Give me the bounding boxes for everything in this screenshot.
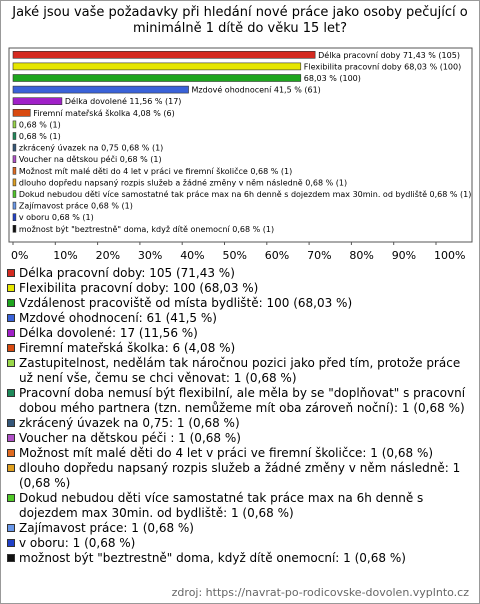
bar <box>12 97 63 105</box>
x-tick-label: 80% <box>349 249 373 262</box>
legend-swatch <box>7 554 15 562</box>
legend-label: Voucher na dětskou péči : 1 (0,68 %) <box>19 431 241 445</box>
value-label: dlouho dopředu napsaný rozpis služeb a ž… <box>19 177 347 187</box>
x-tick-label: 50% <box>223 249 247 262</box>
value-label: Voucher na dětskou péči 0,68 % (1) <box>19 154 162 164</box>
x-tick-label: 0% <box>11 249 28 262</box>
value-label: Délka dovolené 11,56 % (17) <box>65 96 182 106</box>
value-label: Zajímavost práce 0,68 % (1) <box>19 202 133 211</box>
legend-label: zkrácený úvazek na 0,75: 1 (0,68 %) <box>19 416 240 430</box>
legend-item: Délka dovolené: 17 (11,56 %) <box>7 326 473 341</box>
legend-item: Firemní mateřská školka: 6 (4,08 %) <box>7 341 473 356</box>
legend-item: Pracovní doba nemusí být flexibilní, ale… <box>7 386 473 416</box>
value-label: Firemní mateřská školka 4,08 % (6) <box>33 108 174 118</box>
bar <box>12 143 17 152</box>
x-tick-label: 90% <box>392 249 416 262</box>
legend-label: dlouho dopředu napsaný rozpis služeb a ž… <box>19 461 461 490</box>
bar <box>12 155 17 163</box>
x-tick-label: 60% <box>265 249 289 262</box>
legend-swatch <box>7 494 15 502</box>
legend-item: Vzdálenost pracoviště od místa bydliště:… <box>7 296 473 311</box>
legend-swatch <box>7 449 15 457</box>
bar <box>12 74 302 82</box>
legend-label: Mzdové ohodnocení: 61 (41,5 %) <box>19 311 217 325</box>
legend-swatch <box>7 344 15 352</box>
legend-label: Délka dovolené: 17 (11,56 %) <box>19 326 198 340</box>
legend-swatch <box>7 539 15 547</box>
bar <box>12 201 17 210</box>
legend-swatch <box>7 284 15 292</box>
value-label: Délka pracovní doby 71,43 % (105) <box>318 50 460 60</box>
source: zdroj: https://navrat-po-rodicovske-dovo… <box>171 586 469 599</box>
legend-swatch <box>7 434 15 442</box>
bar <box>12 167 17 175</box>
legend-item: Zajímavost práce: 1 (0,68 %) <box>7 521 473 536</box>
legend-swatch <box>7 464 15 472</box>
legend-item: v oboru: 1 (0,68 %) <box>7 536 473 551</box>
legend-label: Firemní mateřská školka: 6 (4,08 %) <box>19 341 236 355</box>
bar <box>12 213 17 221</box>
legend-item: Voucher na dětskou péči : 1 (0,68 %) <box>7 431 473 446</box>
legend-item: Možnost mít malé děti do 4 let v práci v… <box>7 446 473 461</box>
legend-item: Zastupitelnost, nedělám tak náročnou poz… <box>7 356 473 386</box>
legend-label: Zajímavost práce: 1 (0,68 %) <box>19 521 194 535</box>
x-tick-label: 40% <box>180 249 204 262</box>
bar <box>12 50 316 59</box>
value-label: 68,03 % (100) <box>304 74 361 83</box>
legend-swatch <box>7 299 15 307</box>
x-tick-label: 70% <box>307 249 331 262</box>
bar <box>12 190 17 198</box>
legend-label: Možnost mít malé děti do 4 let v práci v… <box>19 446 434 460</box>
legend-label: Dokud nebudou děti více samostatné tak p… <box>19 491 424 520</box>
value-label: zkrácený úvazek na 0,75 0,68 % (1) <box>19 144 163 153</box>
chart: 0% 10% 20% 30% 40% 50% 60% 70% 80% 90% 100% Délka p… <box>8 47 473 262</box>
x-tick-label: 20% <box>96 249 120 262</box>
legend-swatch <box>7 314 15 322</box>
legend-swatch <box>7 419 15 427</box>
legend-item: Flexibilita pracovní doby: 100 (68,03 %) <box>7 281 473 296</box>
x-tick-label: 10% <box>53 249 77 262</box>
value-label: 0,68 % (1) <box>19 120 61 129</box>
legend-item: zkrácený úvazek na 0,75: 1 (0,68 %) <box>7 416 473 431</box>
legend-swatch <box>7 269 15 277</box>
legend-label: Délka pracovní doby: 105 (71,43 %) <box>19 266 235 280</box>
value-label: Dokud nebudou děti více samostatné tak p… <box>19 189 472 199</box>
x-tick-label: 30% <box>138 249 162 262</box>
legend-label: v oboru: 1 (0,68 %) <box>19 536 136 550</box>
legend-label: možnost být "beztrestně" doma, když dítě… <box>19 551 406 565</box>
legend: Délka pracovní doby: 105 (71,43 %) Flexib… <box>7 266 473 566</box>
legend-item: Mzdové ohodnocení: 61 (41,5 %) <box>7 311 473 326</box>
bar <box>12 62 302 71</box>
bar <box>12 85 189 94</box>
bar <box>12 178 17 187</box>
bar <box>12 132 17 140</box>
legend-swatch <box>7 329 15 337</box>
legend-label: Vzdálenost pracoviště od místa bydliště:… <box>19 296 353 310</box>
legend-label: Zastupitelnost, nedělám tak náročnou poz… <box>19 356 461 385</box>
value-label: 0,68 % (1) <box>19 132 61 141</box>
legend-swatch <box>7 359 15 367</box>
legend-item: Délka pracovní doby: 105 (71,43 %) <box>7 266 473 281</box>
legend-label: Pracovní doba nemusí být flexibilní, ale… <box>19 386 466 415</box>
value-label: v oboru 0,68 % (1) <box>19 213 94 222</box>
legend-item: Dokud nebudou děti více samostatné tak p… <box>7 491 473 521</box>
legend-item: možnost být "beztrestně" doma, když dítě… <box>7 551 473 566</box>
bar <box>12 109 31 117</box>
legend-label: Flexibilita pracovní doby: 100 (68,03 %) <box>19 281 259 295</box>
value-label: možnost být "beztrestně" doma, když dítě… <box>19 225 274 234</box>
bar <box>12 225 17 233</box>
x-tick-label: 100% <box>434 249 465 262</box>
legend-swatch <box>7 389 15 397</box>
legend-item: dlouho dopředu napsaný rozpis služeb a ž… <box>7 461 473 491</box>
value-label: Mzdové ohodnocení 41,5 % (61) <box>192 85 321 95</box>
value-label: Možnost mít malé děti do 4 let v práci v… <box>19 166 292 176</box>
value-label: Flexibilita pracovní doby 68,03 % (100) <box>304 62 461 71</box>
legend-swatch <box>7 524 15 532</box>
chart-title: Jaké jsou vaše požadavky při hledání nov… <box>12 5 468 36</box>
bar <box>12 120 17 129</box>
